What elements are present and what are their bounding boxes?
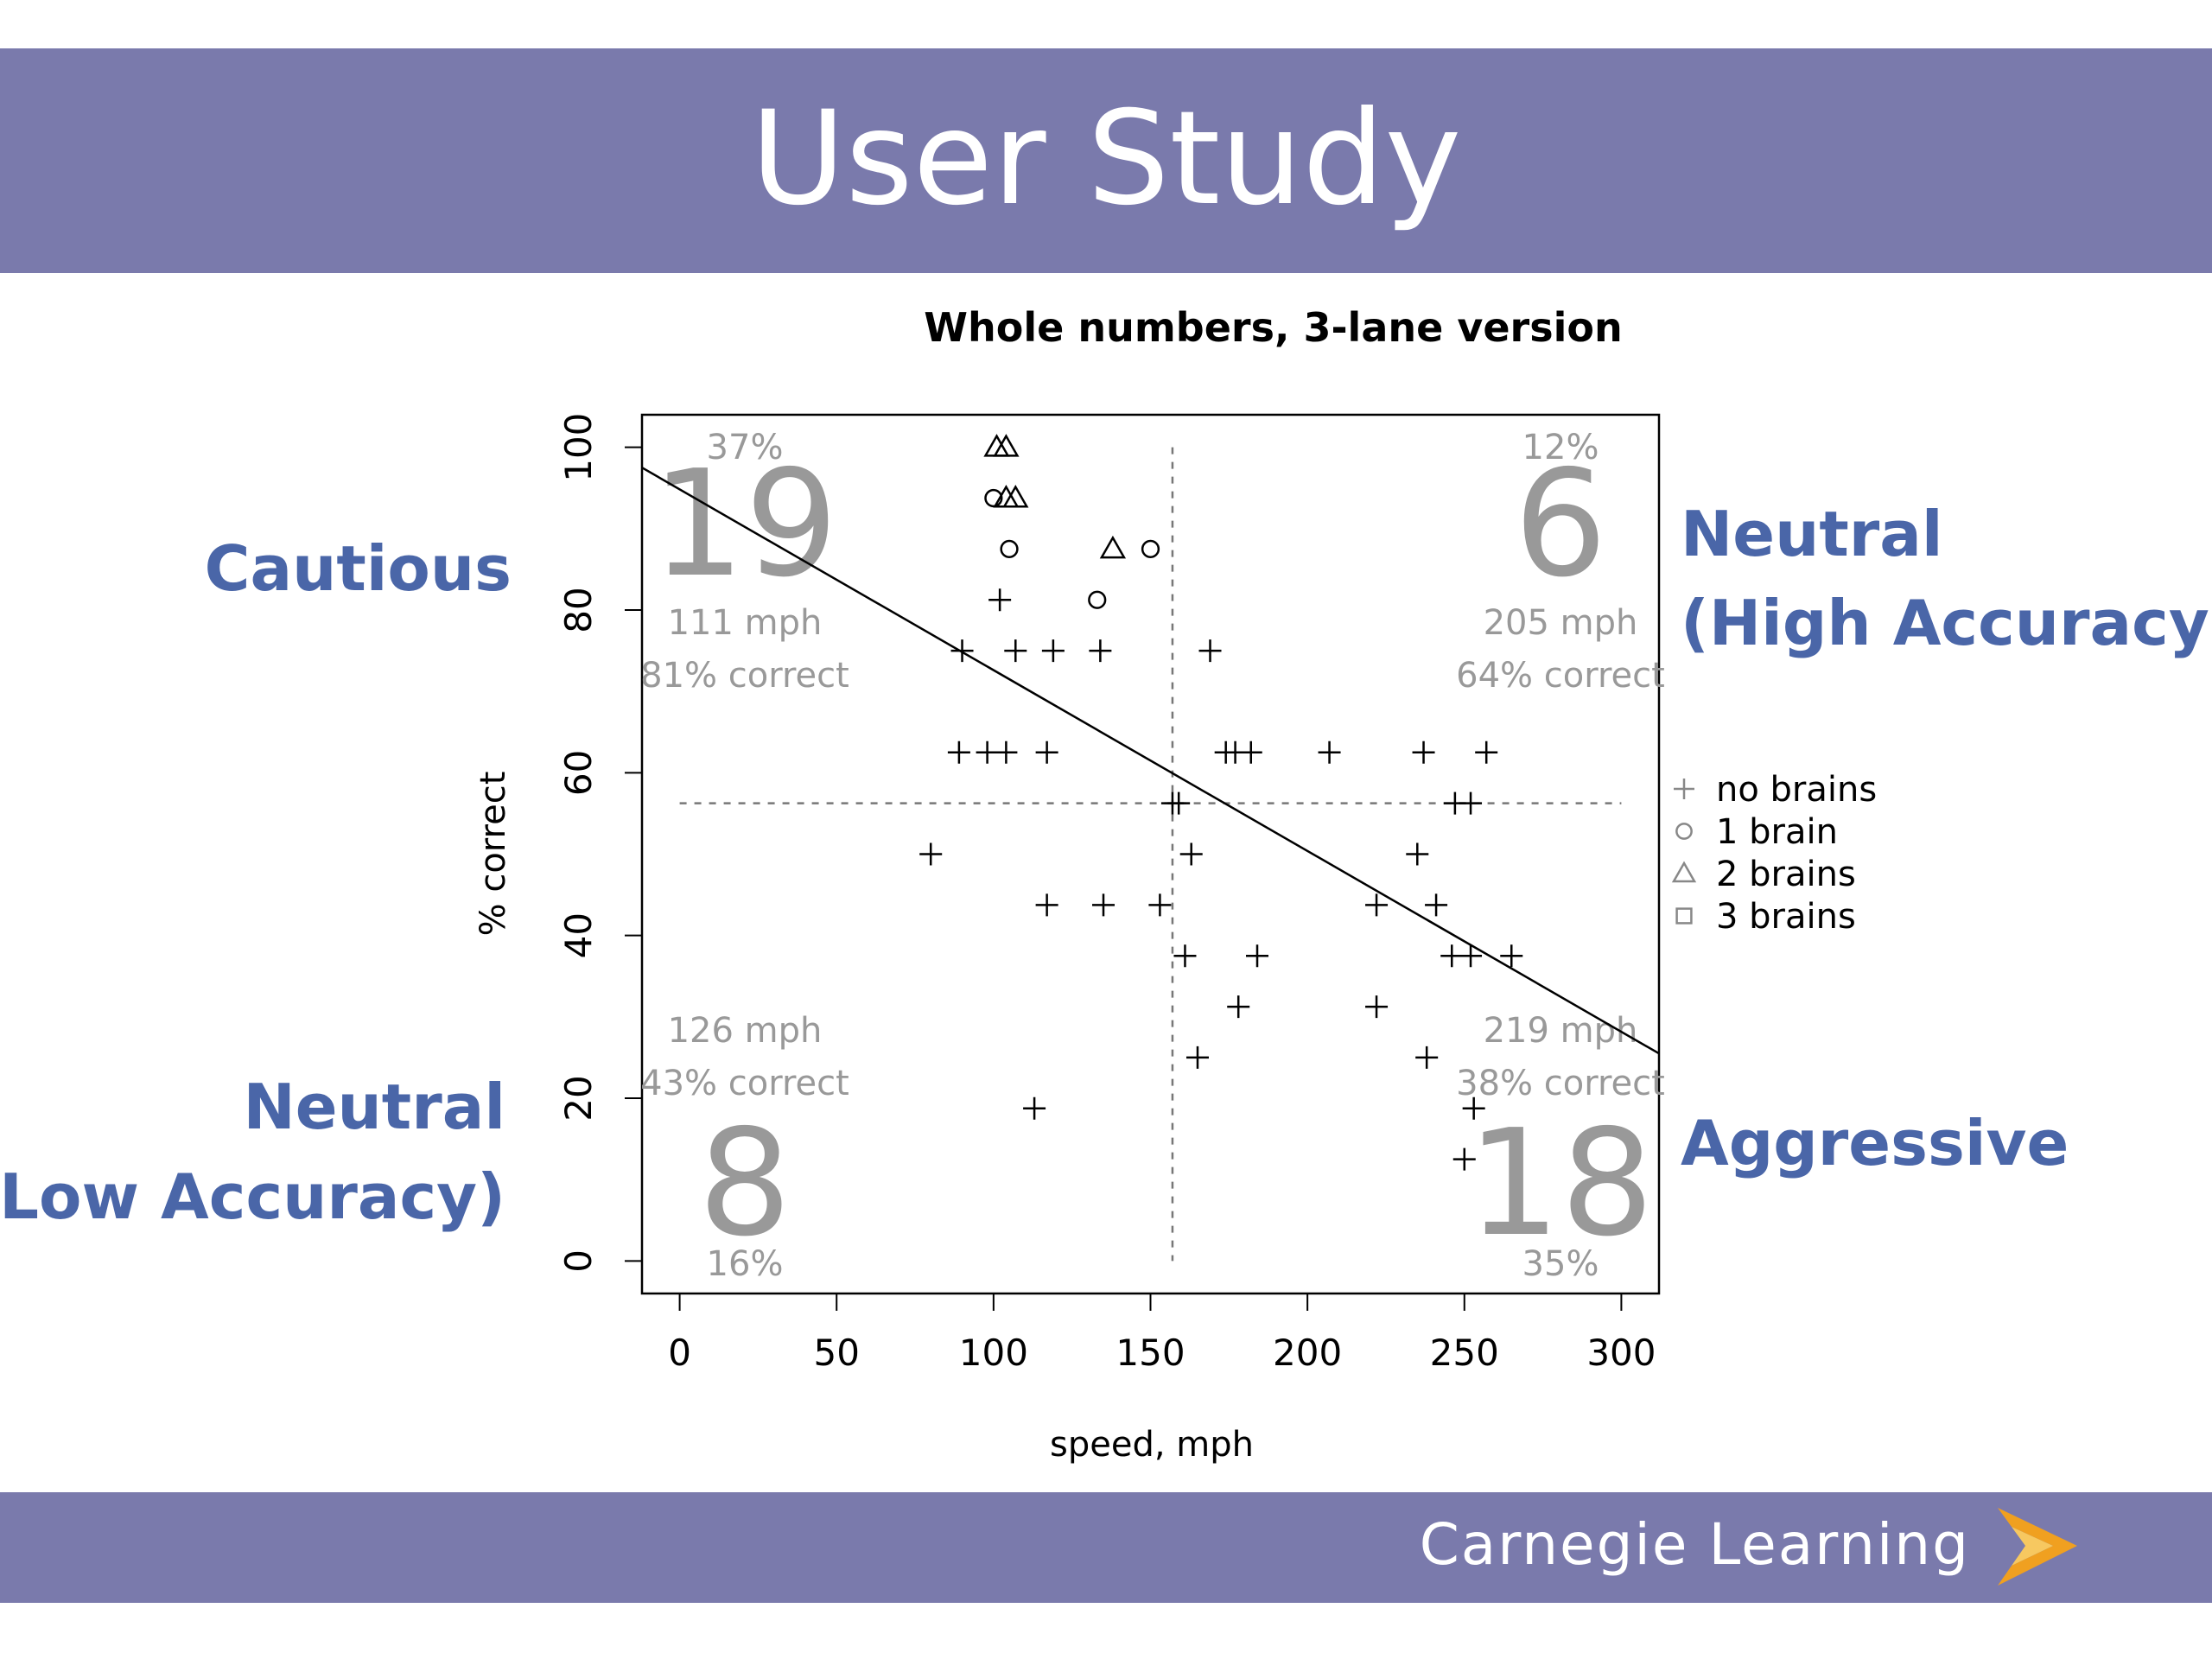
data-point-plus: [1035, 741, 1058, 764]
data-point-plus: [1148, 893, 1172, 917]
legend-label: no brains: [1716, 770, 1877, 810]
data-point-circle: [1088, 590, 1107, 609]
label-neutral-high-2: (High Accuracy): [1681, 587, 2212, 659]
legend-label: 3 brains: [1716, 897, 1856, 937]
legend-symbol-square: [1675, 907, 1693, 925]
data-point-plus: [1035, 893, 1058, 917]
x-tick-label: 150: [1116, 1332, 1185, 1374]
data-point-plus: [1246, 944, 1269, 968]
legend-symbol-triangle: [1671, 861, 1697, 883]
data-point-plus: [1406, 842, 1429, 866]
footer-banner: Carnegie Learning: [0, 1492, 2212, 1603]
data-point-plus: [919, 842, 943, 866]
data-point-plus: [1459, 791, 1483, 815]
quadrant-correct: 81% correct: [640, 656, 849, 696]
quadrant-share: 37%: [707, 428, 784, 467]
quadrant-correct: 38% correct: [1456, 1064, 1665, 1103]
y-tick-label: 40: [557, 912, 600, 958]
data-point-plus: [1092, 893, 1116, 917]
data-point-plus: [1173, 944, 1197, 968]
data-point-plus: [1023, 1096, 1046, 1120]
data-point-plus: [1365, 893, 1389, 917]
data-point-plus: [1227, 995, 1250, 1019]
label-neutral-low-1: Neutral: [243, 1071, 505, 1143]
legend-symbol-circle: [1675, 823, 1693, 840]
data-point-plus: [1440, 944, 1464, 968]
data-point-plus: [1089, 639, 1112, 663]
quadrant-correct: 43% correct: [640, 1064, 849, 1103]
data-point-plus: [1475, 741, 1498, 764]
data-point-circle: [1000, 539, 1019, 558]
data-point-plus: [947, 741, 970, 764]
quadrant-share: 16%: [707, 1244, 784, 1284]
y-tick-label: 20: [557, 1075, 600, 1121]
y-tick-label: 60: [557, 750, 600, 796]
quadrant-share: 12%: [1522, 428, 1599, 467]
data-point-plus: [995, 741, 1018, 764]
fit-line: [641, 467, 1660, 1055]
x-tick-label: 200: [1273, 1332, 1342, 1374]
data-point-plus: [976, 741, 999, 764]
quadrant-correct: 64% correct: [1456, 656, 1665, 696]
data-point-plus: [1318, 741, 1341, 764]
x-tick-label: 250: [1430, 1332, 1499, 1374]
quadrant-speed: 205 mph: [1484, 603, 1638, 643]
slide-title: User Study: [750, 84, 1462, 234]
data-point-triangle: [1099, 535, 1127, 559]
data-point-plus: [1239, 741, 1262, 764]
chevron-logo-icon: [1998, 1508, 2077, 1586]
quadrant-speed: 219 mph: [1484, 1011, 1638, 1051]
quadrant-share: 35%: [1522, 1244, 1599, 1284]
y-tick-label: 0: [557, 1249, 600, 1273]
quadrant-speed: 111 mph: [668, 603, 823, 643]
x-axis-label: speed, mph: [1050, 1425, 1254, 1465]
data-point-plus: [1179, 842, 1203, 866]
label-cautious: Cautious: [204, 532, 512, 605]
data-point-plus: [988, 588, 1012, 612]
data-point-circle: [984, 488, 1003, 508]
quadrant-count: 19: [652, 439, 838, 610]
quadrant-count: 6: [1514, 439, 1607, 610]
x-tick-label: 100: [959, 1332, 1028, 1374]
data-point-plus: [1459, 944, 1483, 968]
data-point-plus: [1004, 639, 1027, 663]
chart-title: Whole numbers, 3-lane version: [924, 304, 1622, 351]
data-point-plus: [1041, 639, 1065, 663]
quadrant-count: 18: [1467, 1098, 1654, 1269]
data-point-plus: [1198, 639, 1222, 663]
brand-name: Carnegie Learning: [1419, 1511, 1970, 1578]
data-point-plus: [1415, 1046, 1439, 1069]
label-aggressive: Aggressive: [1681, 1107, 2069, 1179]
legend-label: 2 brains: [1716, 855, 1856, 894]
data-point-plus: [1462, 1096, 1485, 1120]
data-point-circle: [1141, 539, 1160, 558]
label-neutral-high-1: Neutral: [1681, 498, 1943, 570]
data-point-plus: [1452, 1147, 1476, 1171]
y-tick-label: 100: [557, 413, 600, 482]
y-axis-label: % correct: [474, 772, 513, 937]
data-point-plus: [1412, 741, 1435, 764]
y-tick-label: 80: [557, 587, 600, 632]
x-tick-label: 0: [668, 1332, 691, 1374]
quadrant-speed: 126 mph: [668, 1011, 823, 1051]
data-point-plus: [1365, 995, 1389, 1019]
data-point-plus: [1185, 1046, 1209, 1069]
title-banner: User Study: [0, 48, 2212, 273]
data-point-plus: [1500, 944, 1523, 968]
legend-symbol-plus: [1674, 779, 1694, 799]
data-point-plus: [1425, 893, 1448, 917]
legend-label: 1 brain: [1716, 812, 1838, 852]
label-neutral-low-2: (Low Accuracy): [0, 1160, 505, 1233]
x-tick-label: 50: [814, 1332, 860, 1374]
x-tick-label: 300: [1586, 1332, 1656, 1374]
data-point-triangle: [1002, 485, 1029, 508]
data-point-plus: [1167, 791, 1191, 815]
quadrant-count: 8: [698, 1098, 791, 1269]
data-point-plus: [950, 639, 974, 663]
data-point-triangle: [993, 434, 1020, 457]
